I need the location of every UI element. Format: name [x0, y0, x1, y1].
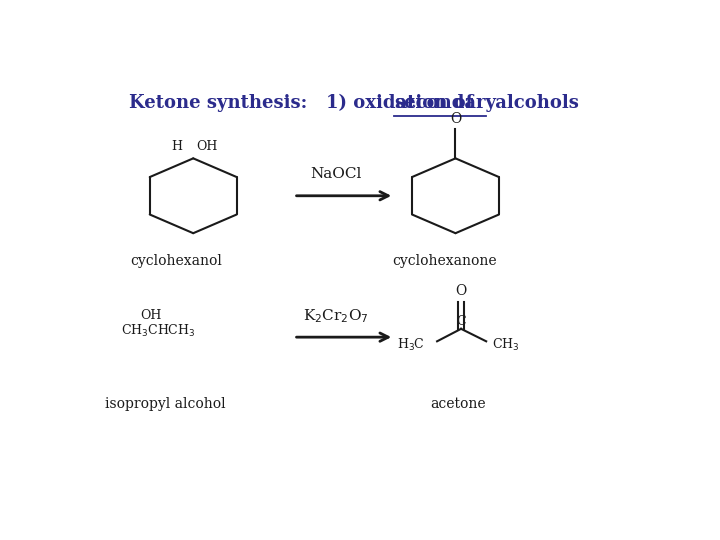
Text: O: O — [450, 112, 461, 126]
Text: NaOCl: NaOCl — [310, 167, 361, 181]
Text: O: O — [456, 284, 467, 298]
Text: H: H — [171, 140, 182, 153]
Text: CH$_3$CHCH$_3$: CH$_3$CHCH$_3$ — [121, 323, 195, 339]
Text: acetone: acetone — [431, 397, 486, 411]
Text: OH: OH — [140, 309, 161, 322]
Text: cyclohexanol: cyclohexanol — [130, 254, 222, 268]
Text: alcohols: alcohols — [489, 94, 579, 112]
Text: Ketone synthesis:   1) oxidation of: Ketone synthesis: 1) oxidation of — [129, 94, 480, 112]
Text: K$_2$Cr$_2$O$_7$: K$_2$Cr$_2$O$_7$ — [302, 307, 369, 325]
Text: cyclohexanone: cyclohexanone — [392, 254, 497, 268]
Text: CH$_3$: CH$_3$ — [492, 336, 519, 353]
Text: H$_3$C: H$_3$C — [397, 336, 425, 353]
Text: isopropyl alcohol: isopropyl alcohol — [105, 397, 225, 411]
Text: secondary: secondary — [394, 94, 496, 112]
Text: C: C — [456, 315, 466, 328]
Text: OH: OH — [196, 140, 217, 153]
